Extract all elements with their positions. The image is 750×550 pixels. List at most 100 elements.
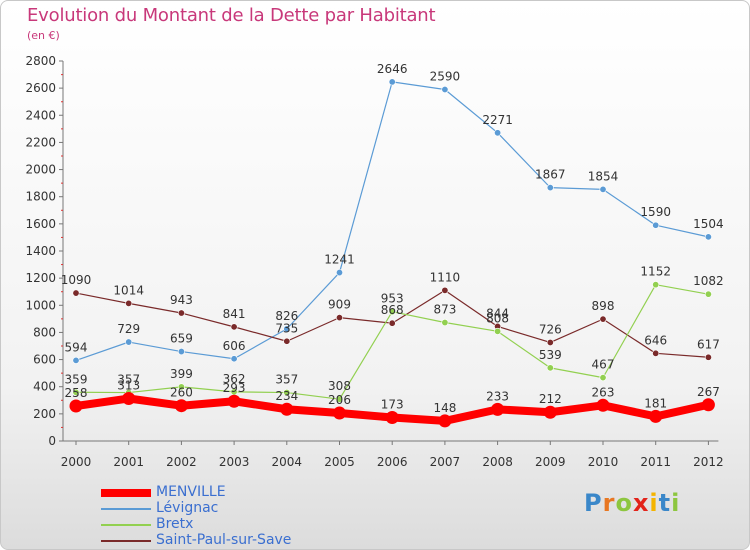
data-label: 362 (223, 372, 246, 386)
y-tick-label: 2400 (25, 108, 56, 122)
y-tick-label: 800 (33, 325, 56, 339)
data-label: 357 (117, 373, 140, 387)
chart-unit: (en €) (27, 29, 60, 42)
y-tick-label: 1600 (25, 217, 56, 231)
data-label: 539 (539, 348, 562, 362)
legend-label: MENVILLE (156, 484, 226, 500)
data-label: 399 (170, 367, 193, 381)
data-point (280, 402, 294, 416)
data-label: 1014 (113, 283, 144, 297)
y-tick-label: 600 (33, 353, 56, 367)
data-point (441, 319, 449, 327)
data-label: 263 (592, 385, 615, 399)
data-label: 2271 (482, 113, 513, 127)
x-tick-label: 2012 (693, 455, 724, 469)
data-point (177, 383, 185, 391)
logo-letter: t (658, 489, 672, 517)
data-point (335, 395, 343, 403)
data-point (543, 405, 557, 419)
data-point (230, 355, 238, 363)
x-tick-label: 2003 (219, 455, 250, 469)
logo-letter: P (584, 489, 603, 517)
data-label: 181 (644, 396, 667, 410)
data-label: 233 (486, 389, 509, 403)
y-tick-label: 200 (33, 407, 56, 421)
y-tick-label: 1400 (25, 244, 56, 258)
data-label: 868 (381, 303, 404, 317)
data-label: 1082 (693, 274, 724, 288)
data-point (704, 290, 712, 298)
data-label: 173 (381, 398, 404, 412)
data-point (599, 315, 607, 323)
data-label: 1854 (588, 169, 619, 183)
data-label: 359 (65, 372, 88, 386)
data-point (69, 399, 83, 413)
data-point (704, 353, 712, 361)
logo-letter: i (649, 489, 659, 517)
data-label: 873 (433, 303, 456, 317)
data-point (596, 398, 610, 412)
line-chart: 0 200 400 600 800 1000 1200 1400 1600 1800 2000 220… (25, 54, 724, 469)
data-label: 808 (486, 311, 509, 325)
data-point (125, 299, 133, 307)
y-tick-label: 2800 (25, 54, 56, 68)
x-tick-label: 2002 (166, 455, 197, 469)
data-point (438, 414, 452, 428)
data-label: 293 (223, 381, 246, 395)
x-tick-label: 2011 (640, 455, 671, 469)
data-point (335, 314, 343, 322)
data-label: 1241 (324, 253, 355, 267)
data-point (283, 337, 291, 345)
data-point (72, 356, 80, 364)
data-label: 1090 (61, 273, 92, 287)
data-point (388, 319, 396, 327)
data-point (333, 406, 346, 420)
data-label: 594 (65, 340, 88, 354)
data-point (388, 78, 396, 86)
data-label: 267 (697, 385, 720, 399)
data-point (230, 323, 238, 331)
data-point (177, 309, 185, 317)
data-point (649, 409, 663, 423)
data-point (441, 86, 449, 94)
data-label: 1110 (430, 270, 461, 284)
data-label: 357 (275, 373, 298, 387)
y-tick-label: 2000 (25, 163, 56, 177)
data-label: 735 (275, 321, 298, 335)
data-point (283, 389, 291, 397)
data-point (652, 349, 660, 357)
data-label: 1152 (640, 265, 671, 279)
data-point (652, 221, 660, 229)
data-label: 258 (65, 386, 88, 400)
data-point (72, 289, 80, 297)
logo-letter: r (602, 489, 616, 517)
data-label: 841 (223, 307, 246, 321)
data-point (388, 308, 396, 316)
y-tick-label: 0 (48, 434, 56, 448)
y-tick-label: 400 (33, 380, 56, 394)
data-label: 313 (117, 379, 140, 393)
data-label: 2646 (377, 62, 408, 76)
data-point (546, 364, 554, 372)
logo-letter: i (671, 489, 681, 517)
data-label: 943 (170, 293, 193, 307)
data-point (72, 388, 80, 396)
proxiti-logo: Proxiti (584, 489, 680, 517)
data-label: 606 (223, 339, 246, 353)
y-tick-label: 1200 (25, 271, 56, 285)
data-label: 844 (486, 306, 509, 320)
legend-swatch (101, 489, 151, 497)
data-label: 617 (697, 337, 720, 351)
x-tick-label: 2010 (588, 455, 619, 469)
data-point (494, 129, 502, 137)
data-label: 659 (170, 332, 193, 346)
x-tick-label: 2000 (61, 455, 92, 469)
data-label: 898 (592, 299, 615, 313)
data-label: 826 (275, 309, 298, 323)
data-label: 953 (381, 292, 404, 306)
logo-letter: o (615, 489, 633, 517)
data-point (491, 402, 505, 416)
data-label: 212 (539, 392, 562, 406)
data-label: 726 (539, 322, 562, 336)
data-label: 1590 (640, 205, 671, 219)
